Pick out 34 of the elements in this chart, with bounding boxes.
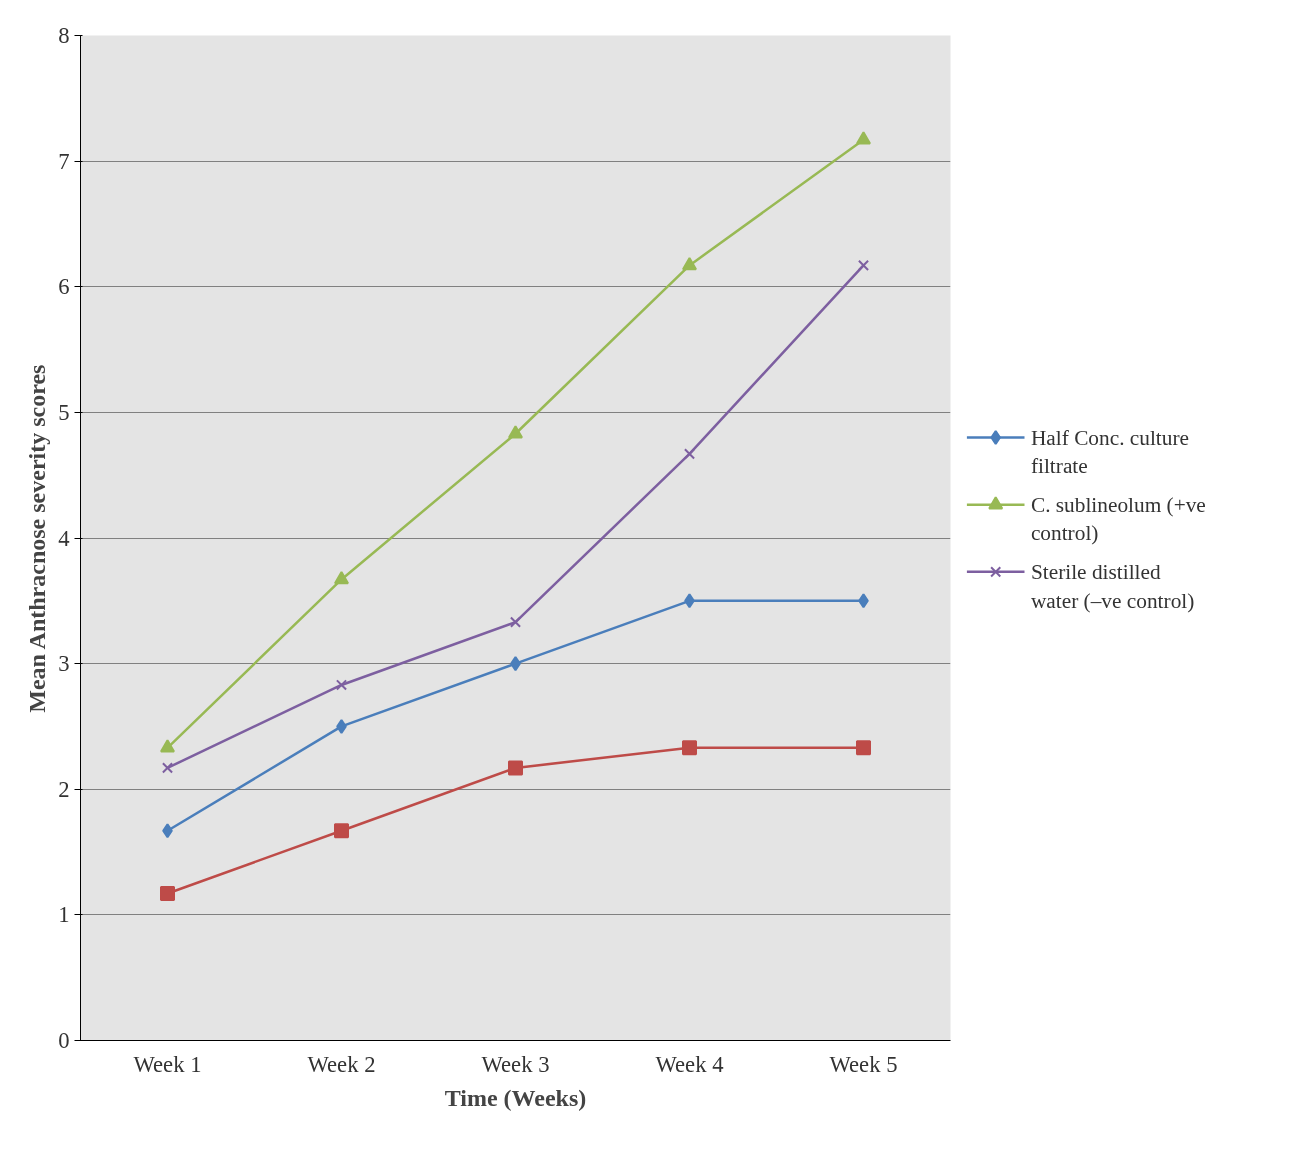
point	[161, 762, 174, 774]
y-tick-label: 5	[58, 399, 70, 425]
point	[334, 570, 349, 585]
y-axis-title: Mean Anthracnose severity scores	[24, 364, 51, 713]
x-tick-label: Week 1	[133, 1051, 202, 1077]
x-tick-label: Week 4	[655, 1051, 724, 1077]
y-tick-label: 3	[58, 651, 70, 677]
y-tick-label: 7	[58, 148, 70, 174]
x-axis-title: Time (Weeks)	[444, 1084, 587, 1111]
y-tick-label: 2	[58, 776, 70, 802]
y-tick-label: 8	[58, 23, 70, 48]
point	[857, 259, 870, 271]
point	[508, 425, 523, 439]
point	[856, 131, 871, 145]
y-tick-label: 6	[58, 274, 70, 300]
point	[682, 256, 697, 271]
x-tick-label: Week 3	[481, 1051, 550, 1077]
point	[856, 740, 871, 756]
point	[160, 739, 175, 753]
x-tick-label: Week 2	[307, 1051, 376, 1077]
point	[683, 448, 696, 460]
point	[508, 760, 523, 776]
legend-label: C. sublineolum (+ve control)	[1030, 492, 1206, 546]
x-tick-label: Week 5	[829, 1051, 898, 1077]
y-tick-label: 4	[58, 525, 70, 551]
point	[682, 740, 697, 756]
y-tick-label: 0	[58, 1028, 70, 1053]
y-tick-label: 1	[58, 902, 70, 928]
point	[509, 616, 522, 628]
legend-label: Half Conc. culture filtrate	[1030, 425, 1190, 479]
point	[334, 823, 349, 839]
point	[335, 679, 348, 691]
legend-label: Sterile distilled water (–ve control)	[1030, 559, 1195, 613]
point	[160, 886, 175, 902]
